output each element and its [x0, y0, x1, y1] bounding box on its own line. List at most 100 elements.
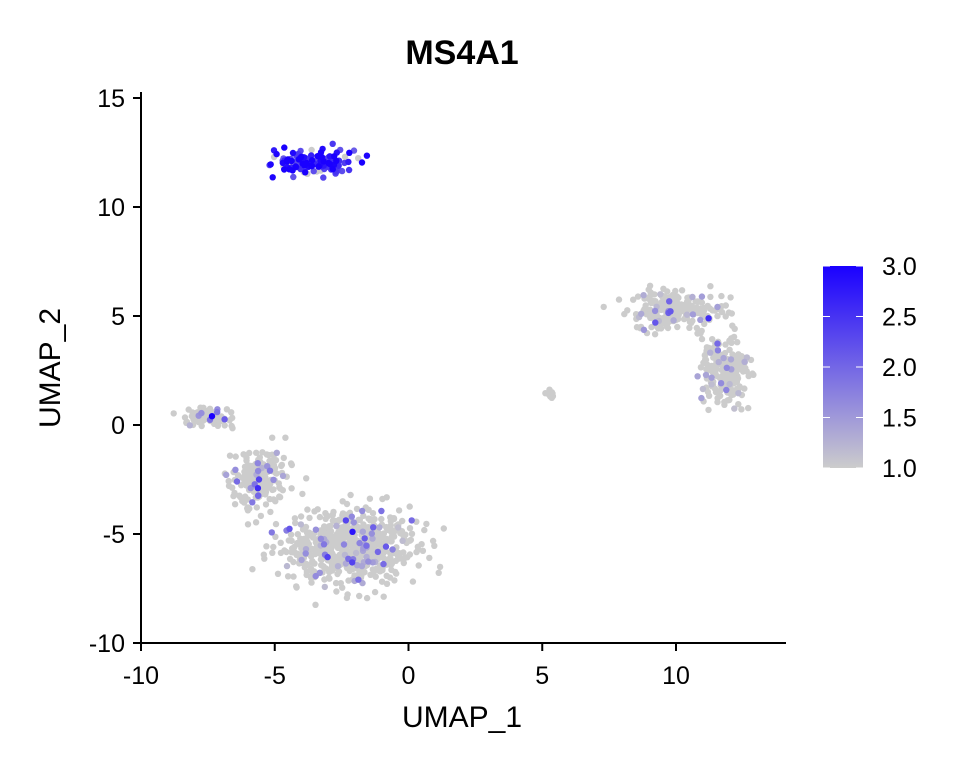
scatter-point [697, 364, 705, 371]
scatter-point [283, 562, 291, 570]
scatter-point [693, 324, 700, 332]
y-axis-label: UMAP_2 [34, 308, 67, 428]
scatter-point [301, 564, 308, 571]
scatter-point [705, 315, 712, 322]
scatter-point [249, 499, 256, 506]
scatter-point [718, 292, 725, 300]
scatter-point [700, 304, 708, 312]
scatter-point [660, 285, 667, 292]
scatter-point [243, 457, 250, 464]
scatter-point [253, 504, 260, 511]
scatter-point [321, 576, 328, 583]
scatter-point [204, 407, 212, 415]
scatter-point [386, 554, 394, 561]
scatter-point [232, 466, 239, 473]
scatter-point [272, 533, 279, 540]
x-tick-label: -10 [123, 662, 159, 690]
scatter-point [670, 317, 677, 324]
scatter-point [707, 293, 714, 301]
scatter-point [300, 538, 307, 546]
scatter-point [400, 549, 407, 556]
scatter-point [390, 530, 397, 537]
scatter-point [688, 303, 696, 310]
scatter-point [383, 580, 391, 587]
scatter-point [355, 570, 362, 578]
colorbar-tick-label: 1.5 [882, 405, 917, 433]
scatter-point [329, 166, 336, 173]
scatter-point [699, 385, 707, 393]
scatter-point [698, 335, 706, 343]
scatter-point [355, 576, 362, 583]
scatter-point [387, 514, 394, 521]
scatter-point [306, 514, 313, 522]
scatter-point [421, 526, 428, 534]
scatter-point [440, 525, 447, 532]
scatter-point [624, 307, 631, 314]
scatter-point [267, 508, 274, 516]
scatter-point [435, 569, 442, 576]
scatter-point [741, 385, 748, 392]
scatter-point [736, 355, 744, 362]
scatter-point [379, 495, 386, 503]
scatter-point [400, 559, 407, 567]
scatter-point [333, 157, 340, 164]
scatter-point [731, 405, 738, 412]
scatter-point [297, 513, 305, 520]
scatter-point [312, 526, 320, 533]
scatter-point [290, 173, 297, 181]
scatter-point [356, 539, 363, 547]
scatter-point [406, 525, 414, 532]
scatter-point [334, 563, 342, 570]
scatter-point [361, 569, 368, 576]
scatter-point [318, 562, 326, 569]
scatter-point [241, 468, 248, 475]
scatter-point [382, 543, 390, 550]
scatter-point [329, 140, 336, 147]
scatter-point [426, 554, 433, 562]
scatter-point [395, 507, 403, 514]
scatter-point [363, 594, 371, 602]
colorbar-ticks: 3.0 2.5 2.0 1.5 1.0 [823, 253, 917, 483]
scatter-point [276, 494, 284, 501]
scatter-point [246, 449, 253, 457]
scatter-point [286, 166, 293, 173]
scatter-point [735, 401, 742, 408]
scatter-point [651, 331, 659, 338]
x-tick-label: 10 [662, 662, 690, 690]
scatter-point [396, 555, 403, 562]
scatter-point [348, 513, 355, 520]
scatter-point [368, 530, 375, 537]
scatter-point [214, 422, 222, 429]
scatter-point [270, 543, 277, 551]
scatter-point [304, 506, 311, 513]
scatter-point [701, 320, 708, 328]
scatter-point [600, 303, 607, 311]
scatter-point [289, 545, 296, 552]
scatter-point [276, 484, 283, 491]
scatter-point [720, 354, 727, 362]
scatter-point [369, 566, 376, 573]
scatter-point [363, 542, 370, 549]
scatter-point [712, 388, 720, 396]
scatter-point [345, 158, 352, 166]
scatter-point [721, 401, 728, 408]
scatter-point [308, 162, 315, 170]
scatter-point [674, 323, 681, 331]
scatter-point [347, 491, 354, 499]
scatter-point [728, 310, 735, 317]
scatter-point [735, 390, 742, 397]
scatter-point [221, 422, 228, 429]
scatter-point [254, 485, 262, 492]
scatter-point [728, 339, 735, 346]
scatter-point [263, 479, 271, 487]
scatter-point [249, 566, 256, 573]
scatter-point [308, 579, 315, 586]
scatter-point [395, 524, 402, 531]
scatter-point [727, 294, 734, 301]
scatter-point [641, 305, 648, 313]
scatter-point [689, 293, 696, 301]
y-axis-ticks: -10 -5 0 5 10 15 [89, 85, 141, 658]
scatter-point [741, 358, 748, 365]
scatter-point [291, 515, 299, 522]
scatter-point [349, 559, 356, 566]
